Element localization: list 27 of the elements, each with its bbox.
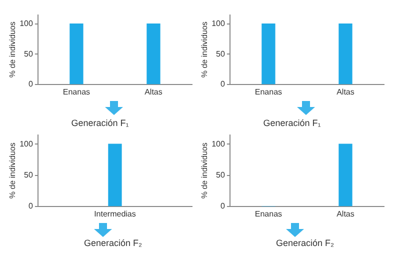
y-tick-label: 100 (20, 139, 34, 148)
y-tick-label: 0 (220, 80, 226, 89)
y-tick-label: 0 (220, 202, 226, 211)
x-tick-label: Altas (336, 87, 354, 96)
y-tick-label: 100 (212, 139, 226, 148)
chart-title: Generación F₁ (263, 118, 321, 128)
y-tick-label: 100 (212, 19, 226, 28)
x-tick-label: Enanas (62, 87, 90, 96)
y-axis-title: % de individuos (200, 142, 210, 199)
x-tick-label: Intermedias (94, 209, 136, 218)
y-axis-title: % de individuos (8, 142, 18, 199)
x-tick-label: Altas (144, 87, 162, 96)
y-axis-title: % de individuos (200, 22, 210, 78)
y-tick-label: 50 (24, 170, 34, 180)
chart-title: Generación F₁ (71, 118, 129, 128)
x-tick-label: Altas (336, 209, 354, 218)
x-tick-label: Enanas (254, 87, 282, 96)
x-tick-label: Enanas (254, 209, 282, 218)
y-tick-label: 50 (24, 49, 34, 58)
y-tick-label: 50 (216, 49, 226, 58)
y-tick-label: 100 (20, 19, 34, 28)
y-axis-title: % de individuos (8, 22, 18, 78)
text: Generación F₂ (82, 238, 144, 248)
text: Generación F₂ (274, 238, 336, 248)
y-tick-label: 0 (28, 80, 34, 89)
y-tick-label: 50 (216, 170, 226, 180)
y-tick-label: 0 (28, 202, 34, 211)
